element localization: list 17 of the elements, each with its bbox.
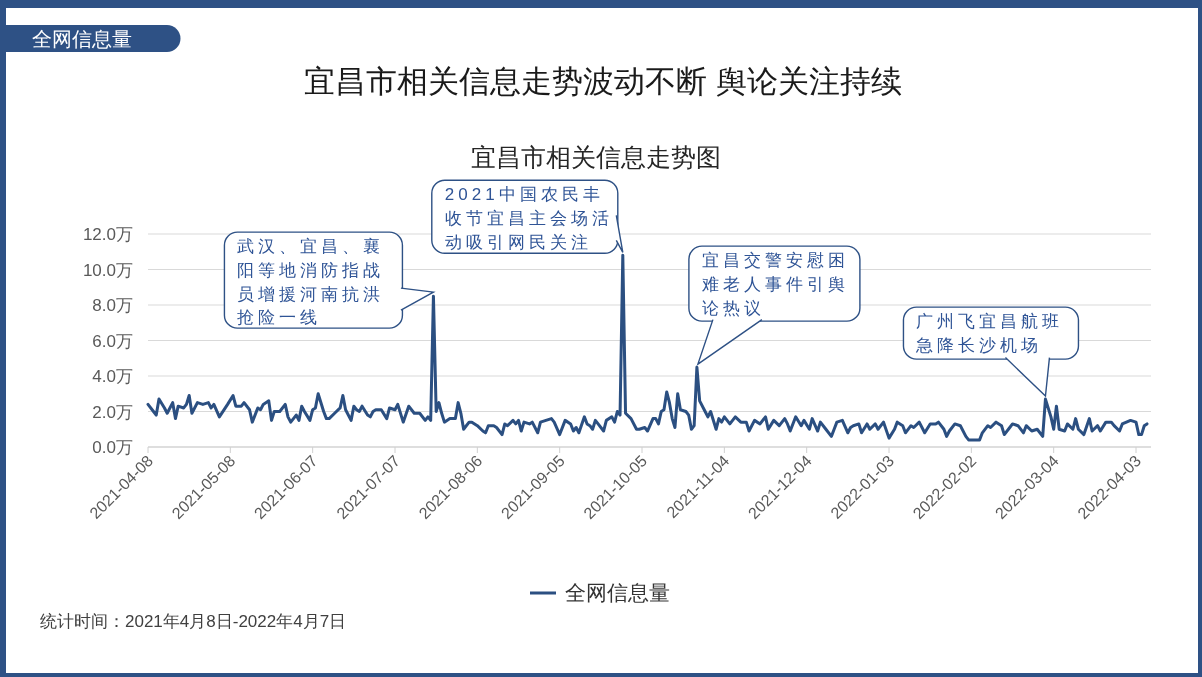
- y-tick-label: 8.0万: [92, 296, 133, 315]
- chart-title: 宜昌市相关信息走势波动不断 舆论关注持续: [304, 64, 902, 99]
- chart-subtitle: 宜昌市相关信息走势图: [471, 143, 721, 171]
- y-tick-label: 2.0万: [92, 402, 133, 422]
- text: 统计时间：2021年4月8日-2022年4月7日: [40, 612, 347, 631]
- annotation: 宜昌交警安慰困难老人事件引舆论热议: [700, 251, 849, 318]
- y-tick-label: 0.0万: [92, 438, 133, 457]
- annotation: 广州飞宜昌航班急降长沙机场: [915, 312, 1064, 355]
- line-series: [146, 253, 1149, 442]
- y-tick-label: 6.0万: [92, 331, 133, 351]
- annotation: 武汉、宜昌、襄阳等地消防指战员增援河南抗洪抢险一线: [237, 237, 385, 328]
- legend-label: 全网信息量: [565, 581, 670, 604]
- y-tick-label: 4.0万: [92, 367, 133, 386]
- text: 全网信息量: [32, 28, 132, 50]
- y-tick-label: 10.0万: [82, 260, 133, 280]
- annotation: 2021中国农民丰收节宜昌主会场活动吸引网民关注: [444, 185, 613, 252]
- y-tick-label: 12.0万: [82, 225, 133, 244]
